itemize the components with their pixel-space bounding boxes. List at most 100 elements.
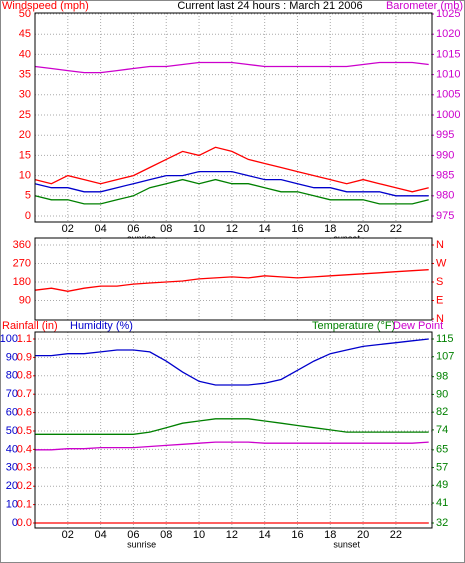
x-tick-label: 14 [259, 529, 271, 541]
y-tick-label: 20 [6, 480, 18, 492]
y3-tick-label: 0.0 [17, 517, 32, 529]
axis-title: Dew Point [393, 320, 443, 332]
y-tick-label: 30 [19, 89, 31, 101]
y-tick-label: 70 [6, 388, 18, 400]
y3-tick-label: 0.1 [17, 499, 32, 511]
y2-tick-label: N [436, 313, 444, 325]
y2-tick-label: 990 [436, 149, 454, 161]
x-tick-label: 06 [127, 529, 139, 541]
y-tick-label: 0 [12, 517, 18, 529]
y2-tick-label: 107 [436, 351, 454, 363]
y2-tick-label: E [436, 294, 443, 306]
x-tick-label: 10 [193, 223, 205, 235]
y3-tick-label: 0.9 [17, 351, 32, 363]
y-tick-label: 10 [6, 499, 18, 511]
series-line [34, 170, 429, 197]
y2-tick-label: 49 [436, 479, 448, 491]
y2-tick-label: 1025 [436, 8, 460, 20]
y2-tick-label: 65 [436, 444, 448, 456]
y-tick-label: 40 [6, 443, 18, 455]
series-line [35, 418, 429, 435]
y2-tick-label: 57 [436, 461, 448, 473]
x-tick-label: 22 [390, 529, 402, 541]
y-tick-label: 80 [6, 370, 18, 382]
y3-tick-label: 0.5 [17, 425, 32, 437]
y3-tick-label: 0.8 [17, 370, 32, 382]
y-tick-label: 25 [19, 109, 31, 121]
x-tick-label: 12 [226, 223, 238, 235]
y-tick-label: 5 [25, 190, 31, 202]
x-tick-label: 18 [324, 529, 336, 541]
y2-tick-label: 1010 [436, 69, 460, 81]
y-tick-label: 180 [13, 276, 31, 288]
series-line [34, 269, 429, 292]
series-line [34, 61, 429, 74]
plot-border [34, 237, 433, 321]
annotation: sunrise [127, 539, 156, 549]
plot-area [35, 238, 432, 320]
y2-tick-label: 115 [436, 333, 454, 345]
series-line [35, 338, 429, 386]
x-tick-label: 14 [259, 223, 271, 235]
y-tick-label: 30 [6, 462, 18, 474]
x-tick-label: 20 [357, 529, 369, 541]
x-tick-label: 02 [62, 223, 74, 235]
y-tick-label: 45 [19, 28, 31, 40]
y-tick-label: 0 [25, 210, 31, 222]
y3-tick-label: 1.1 [17, 333, 32, 345]
y3-tick-label: 0.4 [17, 443, 32, 455]
axis-title: Temperature (°F) [312, 320, 395, 332]
x-tick-label: 16 [291, 223, 303, 235]
y-tick-label: 20 [19, 129, 31, 141]
x-tick-label: 04 [94, 223, 106, 235]
y2-tick-label: 90 [436, 388, 448, 400]
y-tick-label: 100 [0, 333, 18, 345]
plot-area [35, 13, 432, 222]
x-tick-label: 12 [226, 529, 238, 541]
y-tick-label: 15 [19, 149, 31, 161]
y2-tick-label: 975 [436, 210, 454, 222]
y-tick-label: 50 [19, 8, 31, 20]
y2-tick-label: 1020 [436, 28, 460, 40]
axis-title: Humidity (%) [70, 320, 133, 332]
y-tick-label: 60 [6, 407, 18, 419]
y2-tick-label: 995 [436, 129, 454, 141]
chart-title: Current last 24 hours : March 21 2006 [177, 0, 362, 12]
x-tick-label: 02 [62, 529, 74, 541]
x-tick-label: 08 [160, 529, 172, 541]
x-tick-label: 10 [193, 529, 205, 541]
y-tick-label: 35 [19, 69, 31, 81]
y-tick-label: 40 [19, 48, 31, 60]
series-line [34, 178, 429, 205]
plot-area [35, 332, 432, 528]
y2-tick-label: N [436, 239, 444, 251]
y2-tick-label: 98 [436, 371, 448, 383]
y2-tick-label: 32 [436, 517, 448, 529]
barometer-axis-title: Barometer (mb) [386, 0, 463, 12]
plot-border [34, 12, 433, 223]
plot-border [34, 331, 433, 529]
annotation: sunset [333, 539, 360, 549]
y2-tick-label: 74 [436, 424, 448, 436]
y3-tick-label: 0.3 [17, 462, 32, 474]
y-tick-label: 90 [6, 351, 18, 363]
y-tick-label: 270 [13, 257, 31, 269]
x-tick-label: 22 [390, 223, 402, 235]
axis-title: Rainfall (in) [2, 320, 58, 332]
y-tick-label: 10 [19, 170, 31, 182]
y3-tick-label: 0.6 [17, 407, 32, 419]
y-tick-label: 50 [6, 425, 18, 437]
y2-tick-label: S [436, 276, 443, 288]
y2-tick-label: 41 [436, 497, 448, 509]
x-tick-label: 04 [94, 529, 106, 541]
y2-tick-label: W [436, 257, 447, 269]
x-tick-label: 18 [324, 223, 336, 235]
y2-tick-label: 1000 [436, 109, 460, 121]
x-tick-label: 16 [291, 529, 303, 541]
x-tick-label: 06 [127, 223, 139, 235]
x-tick-label: 08 [160, 223, 172, 235]
y2-tick-label: 1015 [436, 48, 460, 60]
y-tick-label: 90 [19, 294, 31, 306]
x-tick-label: 20 [357, 223, 369, 235]
